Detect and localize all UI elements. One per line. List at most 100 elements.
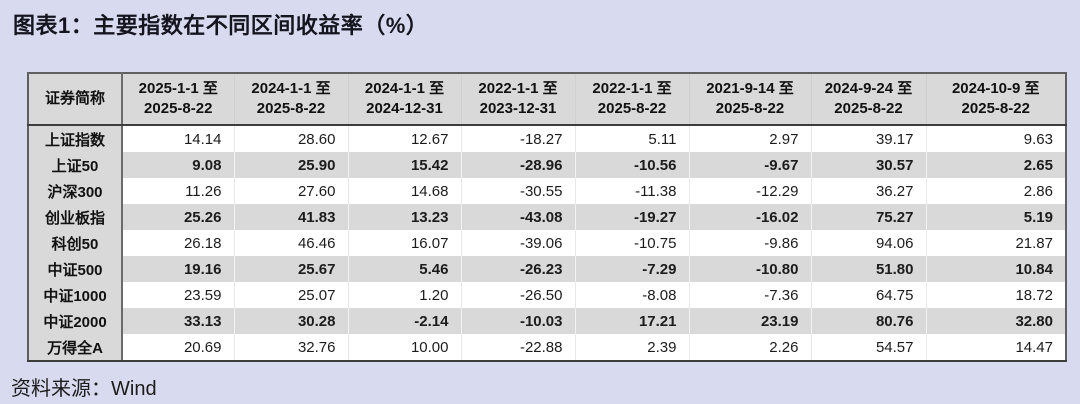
return-value-cell: 2.97: [689, 125, 812, 152]
return-value-cell: 25.67: [234, 256, 349, 282]
return-value-cell: 17.21: [575, 308, 690, 334]
table-row: 中证1000 23.59 25.07 1.20 -26.50 -8.08 -7.36 64.7…: [28, 282, 1066, 308]
return-value-cell: -10.80: [689, 256, 812, 282]
exhibit-title: 图表1：主要指数在不同区间收益率（%）: [13, 13, 429, 38]
return-value-cell: 75.27: [811, 204, 927, 230]
return-value-cell: 80.76: [811, 308, 927, 334]
row-label-security-name: 科创50: [28, 230, 123, 256]
return-value-cell: -8.08: [575, 282, 690, 308]
return-value-cell: 33.13: [122, 308, 235, 334]
row-label-security-name: 万得全A: [28, 334, 123, 362]
return-value-cell: 25.07: [234, 282, 349, 308]
return-value-cell: 27.60: [234, 178, 349, 204]
row-label-security-name: 创业板指: [28, 204, 123, 230]
return-value-cell: 5.11: [575, 125, 690, 152]
return-value-cell: 2.86: [926, 178, 1066, 204]
return-value-cell: 41.83: [234, 204, 349, 230]
return-value-cell: 10.00: [348, 334, 462, 362]
return-value-cell: -7.36: [689, 282, 812, 308]
return-value-cell: 51.80: [811, 256, 927, 282]
table-row: 中证500 19.16 25.67 5.46 -26.23 -7.29 -10.80 51.8…: [28, 256, 1067, 282]
return-value-cell: 1.20: [348, 282, 462, 308]
return-value-cell: 14.68: [348, 178, 462, 204]
return-value-cell: 18.72: [926, 282, 1066, 308]
table-row: 上证指数 14.14 28.60 12.67 -18.27 5.11 2.97 39.17 9.…: [28, 125, 1066, 152]
table-row: 创业板指 25.26 41.83 13.23 -43.08 -19.27 -16.02 75.…: [28, 204, 1067, 230]
return-value-cell: 5.19: [926, 204, 1067, 230]
table-row: 中证2000 33.13 30.28 -2.14 -10.03 17.21 23.19 80.…: [28, 308, 1067, 334]
source-value: Wind: [111, 378, 157, 400]
return-value-cell: -10.03: [461, 308, 576, 334]
row-label-security-name: 中证500: [28, 256, 123, 282]
return-value-cell: 2.39: [575, 334, 690, 362]
return-value-cell: 12.67: [348, 125, 462, 152]
return-value-cell: 19.16: [122, 256, 235, 282]
source-label: 资料来源：: [11, 378, 111, 400]
return-value-cell: 30.57: [811, 152, 927, 178]
table-body: 上证指数 14.14 28.60 12.67 -18.27 5.11 2.97 39.17 9.…: [28, 125, 1067, 362]
data-source: 资料来源：Wind: [11, 372, 157, 401]
return-value-cell: 25.90: [234, 152, 349, 178]
return-value-cell: -10.75: [575, 230, 690, 256]
return-value-cell: 15.42: [348, 152, 462, 178]
return-value-cell: 32.76: [234, 334, 349, 362]
return-value-cell: 32.80: [926, 308, 1067, 334]
row-label-security-name: 中证1000: [28, 282, 123, 308]
return-value-cell: -39.06: [461, 230, 576, 256]
return-value-cell: 36.27: [811, 178, 927, 204]
column-header-period: 2021-9-14 至 2025-8-22: [689, 73, 812, 126]
column-header-period: 2022-1-1 至 2023-12-31: [461, 73, 576, 126]
return-value-cell: 94.06: [811, 230, 927, 256]
return-value-cell: -11.38: [575, 178, 690, 204]
return-value-cell: 5.46: [348, 256, 462, 282]
return-value-cell: -18.27: [461, 125, 576, 152]
return-value-cell: 16.07: [348, 230, 462, 256]
row-label-security-name: 上证指数: [28, 125, 123, 152]
return-value-cell: 14.14: [122, 125, 235, 152]
table-row: 万得全A 20.69 32.76 10.00 -22.88 2.39 2.26 54.57 14…: [28, 334, 1066, 362]
return-value-cell: 39.17: [811, 125, 927, 152]
return-value-cell: 30.28: [234, 308, 349, 334]
return-value-cell: -22.88: [461, 334, 576, 362]
index-returns-table: 证券简称 2025-1-1 至 2025-8-22 2024-1-1 至 2025-8…: [27, 72, 1067, 362]
return-value-cell: 26.18: [122, 230, 235, 256]
return-value-cell: -2.14: [348, 308, 462, 334]
return-value-cell: 23.59: [122, 282, 235, 308]
return-value-cell: -10.56: [575, 152, 690, 178]
return-value-cell: 23.19: [689, 308, 812, 334]
return-value-cell: -7.29: [575, 256, 690, 282]
row-label-security-name: 中证2000: [28, 308, 123, 334]
return-value-cell: -26.50: [461, 282, 576, 308]
return-value-cell: 54.57: [811, 334, 927, 362]
return-value-cell: -28.96: [461, 152, 576, 178]
return-value-cell: -43.08: [461, 204, 576, 230]
return-value-cell: -30.55: [461, 178, 576, 204]
return-value-cell: 25.26: [122, 204, 235, 230]
return-value-cell: -16.02: [689, 204, 812, 230]
column-header-period: 2025-1-1 至 2025-8-22: [122, 73, 235, 126]
column-header-period: 2022-1-1 至 2025-8-22: [575, 73, 690, 126]
return-value-cell: -19.27: [575, 204, 690, 230]
return-value-cell: 2.26: [689, 334, 812, 362]
return-value-cell: 64.75: [811, 282, 927, 308]
return-value-cell: 10.84: [926, 256, 1067, 282]
table-row: 科创50 26.18 46.46 16.07 -39.06 -10.75 -9.86 94.0…: [28, 230, 1066, 256]
return-value-cell: 9.08: [122, 152, 235, 178]
return-value-cell: 28.60: [234, 125, 349, 152]
return-value-cell: -26.23: [461, 256, 576, 282]
return-value-cell: 20.69: [122, 334, 235, 362]
row-label-security-name: 沪深300: [28, 178, 123, 204]
return-value-cell: -12.29: [689, 178, 812, 204]
return-value-cell: 13.23: [348, 204, 462, 230]
return-value-cell: 2.65: [926, 152, 1067, 178]
returns-table-container: 证券简称 2025-1-1 至 2025-8-22 2024-1-1 至 2025-8…: [27, 72, 1067, 362]
table-header: 证券简称 2025-1-1 至 2025-8-22 2024-1-1 至 2025-8…: [28, 73, 1066, 126]
return-value-cell: 21.87: [926, 230, 1066, 256]
return-value-cell: -9.86: [689, 230, 812, 256]
table-row: 上证50 9.08 25.90 15.42 -28.96 -10.56 -9.67 30.57…: [28, 152, 1067, 178]
column-header-period: 2024-9-24 至 2025-8-22: [811, 73, 927, 126]
column-header-security-name: 证券简称: [28, 73, 123, 126]
column-header-period: 2024-1-1 至 2024-12-31: [348, 73, 462, 126]
table-row: 沪深300 11.26 27.60 14.68 -30.55 -11.38 -12.29 36…: [28, 178, 1066, 204]
